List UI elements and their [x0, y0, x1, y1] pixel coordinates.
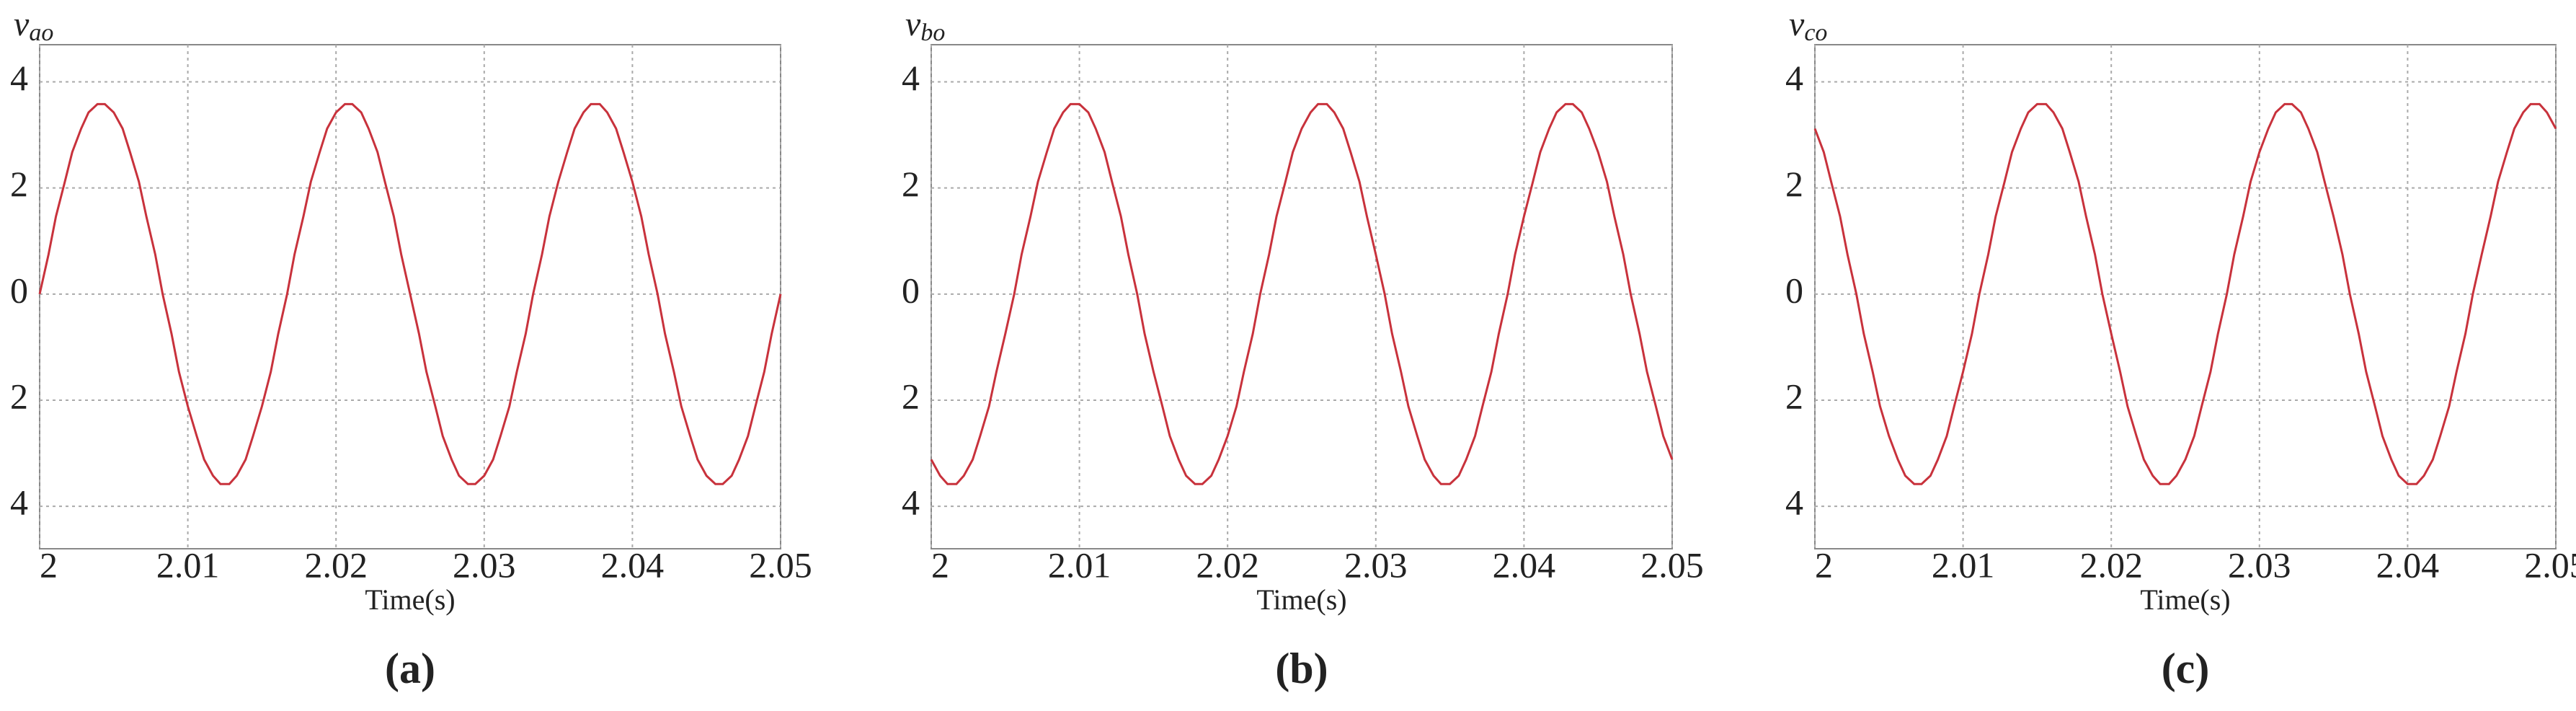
x-axis-label: Time(s)	[365, 583, 455, 616]
y-tick-label: 0	[10, 270, 28, 310]
y-tick-label: 2	[1785, 164, 1803, 204]
caption: (c)	[2162, 645, 2210, 692]
y-axis-label-subscript: ao	[29, 19, 53, 46]
y-tick-label: 2	[902, 376, 920, 416]
x-tick-label: 2.02	[304, 544, 368, 585]
y-axis-label: vao	[14, 5, 53, 46]
x-tick-label: 2	[931, 544, 949, 585]
chart-panel: 22.012.022.032.042.0542024vcoTime(s)(c)	[1785, 5, 2576, 692]
caption: (a)	[385, 645, 435, 692]
y-tick-label: 2	[1785, 376, 1803, 416]
x-tick-label: 2.01	[1048, 544, 1111, 585]
series-line	[930, 102, 1674, 485]
x-tick-label: 2.01	[1932, 544, 1995, 585]
y-axis-label-main: v	[14, 5, 30, 43]
plot-area	[931, 44, 1673, 549]
caption: (b)	[1275, 645, 1328, 692]
x-tick-label: 2	[1815, 544, 1833, 585]
series-line	[1813, 102, 2557, 485]
y-tick-label: 4	[902, 58, 920, 98]
y-tick-label: 2	[902, 164, 920, 204]
x-tick-label: 2.05	[2524, 544, 2576, 585]
y-tick-label: 4	[1785, 482, 1803, 523]
x-tick-label: 2	[40, 544, 58, 585]
series-line	[38, 102, 782, 485]
x-tick-label: 2.03	[2228, 544, 2291, 585]
y-axis-label-subscript: co	[1804, 19, 1827, 46]
x-axis-label: Time(s)	[2140, 583, 2230, 616]
y-tick-label: 4	[902, 482, 920, 523]
x-tick-label: 2.04	[2376, 544, 2440, 585]
x-tick-label: 2.04	[601, 544, 665, 585]
x-tick-label: 2.01	[156, 544, 220, 585]
plot-area	[1814, 44, 2557, 549]
y-axis-label-main: v	[905, 5, 921, 43]
y-tick-label: 0	[1785, 270, 1803, 310]
y-axis-label: vco	[1789, 5, 1827, 46]
y-tick-label: 2	[10, 376, 28, 416]
x-tick-label: 2.05	[749, 544, 812, 585]
y-axis-label-main: v	[1789, 5, 1805, 43]
y-axis-label-subscript: bo	[920, 19, 945, 46]
x-tick-label: 2.04	[1493, 544, 1556, 585]
y-tick-label: 4	[10, 482, 28, 523]
y-tick-label: 2	[10, 164, 28, 204]
y-axis-label: vbo	[905, 5, 945, 46]
x-tick-label: 2.03	[453, 544, 516, 585]
x-tick-label: 2.02	[1196, 544, 1259, 585]
x-tick-label: 2.03	[1344, 544, 1408, 585]
x-axis-label: Time(s)	[1256, 583, 1346, 616]
y-tick-label: 4	[1785, 58, 1803, 98]
y-tick-label: 4	[10, 58, 28, 98]
y-tick-label: 0	[902, 270, 920, 310]
x-tick-label: 2.02	[2079, 544, 2143, 585]
x-tick-label: 2.05	[1640, 544, 1704, 585]
